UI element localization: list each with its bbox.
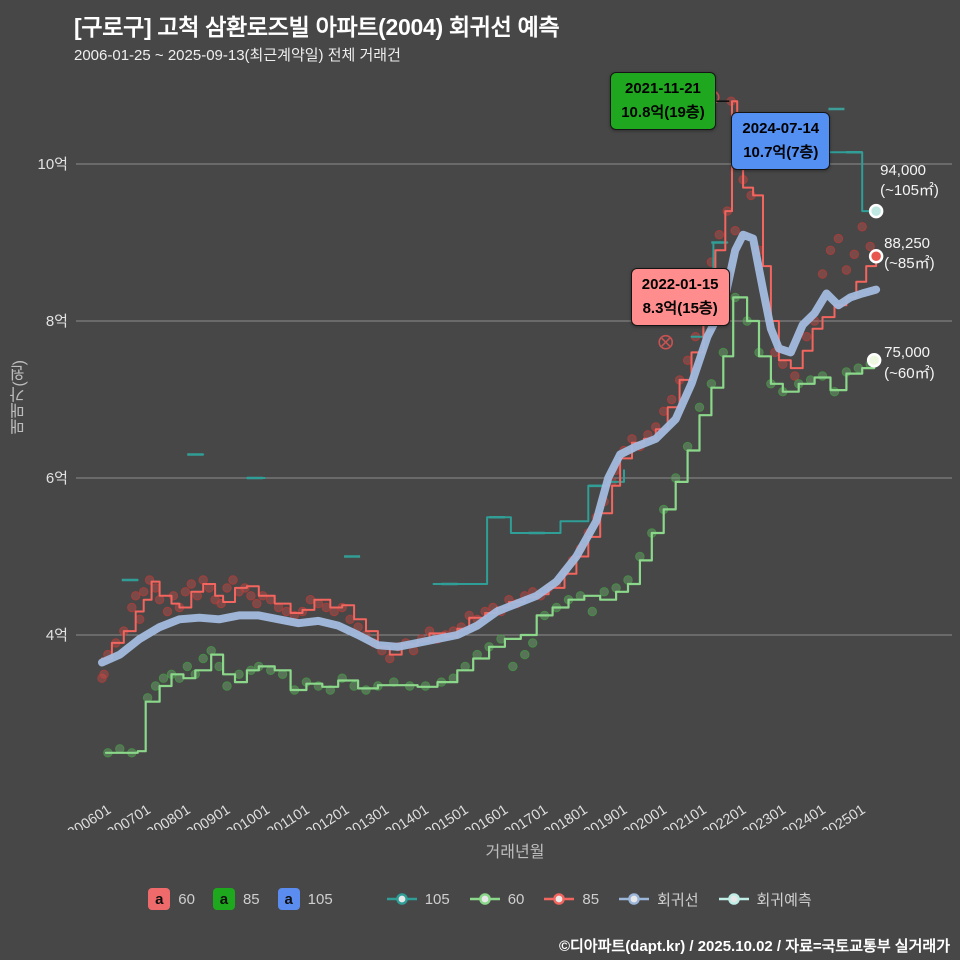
legend-square-105[interactable]: a 105 [277,888,333,910]
y-tick-label: 4억 [46,627,68,644]
line-marker-icon [386,893,417,905]
legend-marker-85[interactable]: 85 [544,891,599,908]
prediction-marker-60 [866,353,882,368]
legend-squares-group: a 60 a 85 a 105 [148,888,333,910]
legend-square-85[interactable]: a 85 [212,888,260,910]
annotation-swatch-icon: a [212,888,235,910]
page-title: [구로구] 고척 삼환로즈빌 아파트(2004) 회귀선 예측 [74,14,560,40]
dash-markers-105 [121,107,863,586]
prediction-marker-85 [868,248,884,264]
legend-label: 85 [242,890,260,908]
line-marker-icon [718,893,749,905]
footer-credit: ©디아파트(dapt.kr) / 2025.10.02 / 자료=국토교통부 실… [558,938,950,955]
legend-label: 60 [178,890,195,908]
line-marker-icon [619,893,650,905]
line-marker-icon [544,893,575,905]
series-85 [101,100,878,660]
annotation-swatch-icon: a [277,888,300,910]
legend-label: 85 [582,890,600,908]
x-axis-title: 거래년월 [485,844,545,861]
max-deal-marker [658,334,674,350]
scatter-60-deals [103,292,875,758]
series-회귀선 [98,230,881,667]
y-tick-label: 6억 [46,470,68,487]
gridlines: 4억 6억 8억 10억 [38,156,952,644]
legend-label: 60 [507,890,525,908]
page-subtitle: 2006-01-25 ~ 2025-09-13(최근계약일) 전체 거래건 [74,47,401,64]
chart-canvas: 4억 6억 8억 10억 2006012007012008012009012010012… [38,89,952,830]
legend-markers-group: 105 60 85 회귀선 회귀예측 [386,889,812,910]
legend-marker-60[interactable]: 60 [469,890,525,908]
legend-label: 105 [424,890,450,908]
legend-label: 회귀선 [657,891,699,909]
legend-marker-105[interactable]: 105 [386,890,450,908]
y-tick-label: 8억 [46,313,68,330]
series-60 [104,296,876,754]
legend-marker-회귀선[interactable]: 회귀선 [619,889,699,910]
legend-marker-회귀예측[interactable]: 회귀예측 [718,889,812,910]
legend: a 60 a 85 a 105 105 60 85 회귀선 회귀예측 [0,888,960,910]
y-tick-label: 10억 [38,156,69,173]
y-axis-title: 매매가(원) [11,360,28,435]
legend-square-60[interactable]: a 60 [148,888,195,910]
annotation-swatch-icon: a [148,888,171,910]
x-axis-ticks: 2006012007012008012009012010012011012012… [65,802,869,830]
prediction-marker-105 [868,203,884,219]
line-marker-icon [469,893,500,905]
legend-label: 105 [307,890,333,908]
legend-label: 회귀예측 [756,891,812,909]
